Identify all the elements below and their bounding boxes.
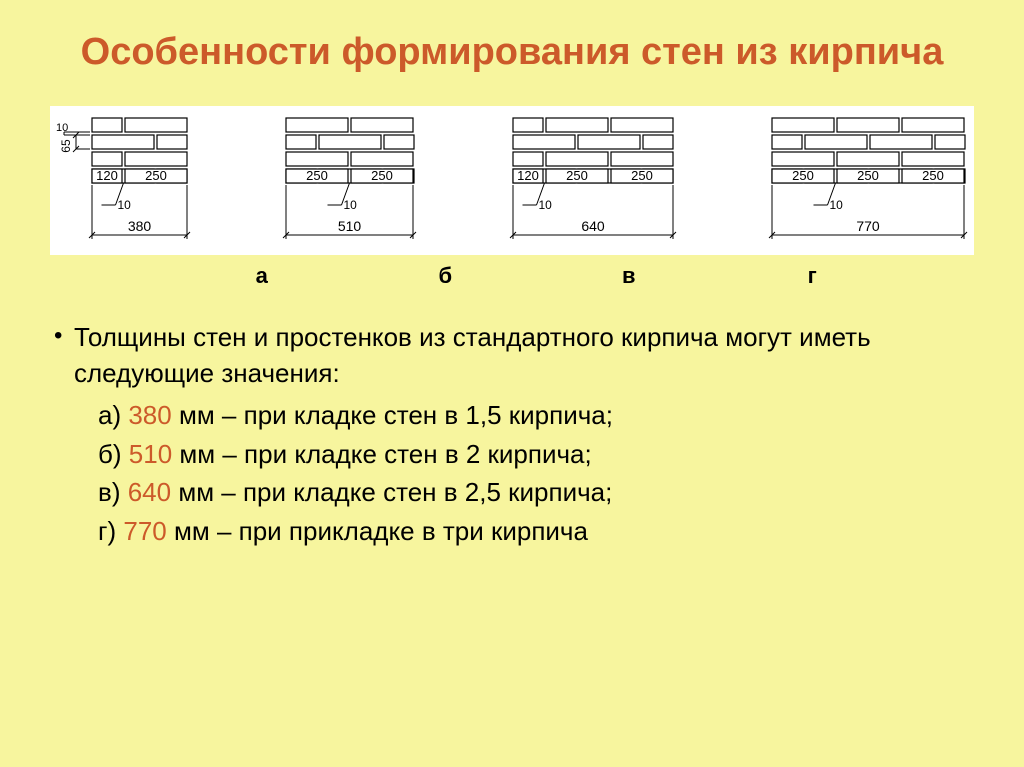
svg-text:120: 120: [517, 168, 539, 183]
diagram-label: б: [354, 263, 538, 289]
svg-text:250: 250: [631, 168, 653, 183]
diagram: 12012025025025025010640: [507, 114, 679, 251]
diagrams-row: 1065120120250250103802502502502501051012…: [50, 106, 974, 255]
diagram-label: а: [170, 263, 354, 289]
svg-text:250: 250: [922, 168, 944, 183]
wall-diagram: 25025025025025025010770: [766, 114, 970, 251]
svg-text:10: 10: [56, 122, 68, 134]
svg-text:770: 770: [856, 218, 880, 234]
svg-text:510: 510: [338, 218, 362, 234]
diagram: 25025025025025025010770: [766, 114, 970, 251]
wall-diagram: 25025025025010510: [280, 114, 419, 251]
svg-text:250: 250: [306, 168, 328, 183]
list-item: а) 380 мм – при кладке стен в 1,5 кирпич…: [98, 397, 974, 433]
svg-text:250: 250: [145, 168, 167, 183]
list-item: б) 510 мм – при кладке стен в 2 кирпича;: [98, 436, 974, 472]
svg-text:10: 10: [538, 198, 552, 212]
diagram-label: г: [721, 263, 905, 289]
slide-title: Особенности формирования стен из кирпича: [50, 30, 974, 76]
svg-text:10: 10: [344, 198, 358, 212]
svg-text:10: 10: [118, 198, 132, 212]
content-block: • Толщины стен и простенков из стандартн…: [50, 319, 974, 549]
svg-text:250: 250: [371, 168, 393, 183]
intro-bullet: • Толщины стен и простенков из стандартн…: [50, 319, 974, 392]
slide: Особенности формирования стен из кирпича…: [0, 0, 1024, 767]
svg-text:250: 250: [792, 168, 814, 183]
list-item: г) 770 мм – при прикладке в три кирпича: [98, 513, 974, 549]
intro-text: Толщины стен и простенков из стандартног…: [74, 319, 974, 392]
svg-text:640: 640: [581, 218, 605, 234]
svg-text:250: 250: [566, 168, 588, 183]
bullet-icon: •: [50, 319, 74, 353]
svg-text:250: 250: [857, 168, 879, 183]
diagram-labels-row: а б в г: [50, 263, 974, 289]
wall-diagram: 12012025025025025010640: [507, 114, 679, 251]
items-list: а) 380 мм – при кладке стен в 1,5 кирпич…: [50, 397, 974, 549]
diagram: 106512012025025010380: [54, 114, 193, 251]
svg-text:10: 10: [829, 198, 843, 212]
diagram: 25025025025010510: [280, 114, 419, 251]
list-item: в) 640 мм – при кладке стен в 2,5 кирпич…: [98, 474, 974, 510]
svg-text:120: 120: [96, 168, 118, 183]
wall-diagram: 106512012025025010380: [54, 114, 193, 251]
diagram-label: в: [537, 263, 721, 289]
svg-text:380: 380: [128, 218, 152, 234]
svg-text:65: 65: [59, 139, 73, 153]
